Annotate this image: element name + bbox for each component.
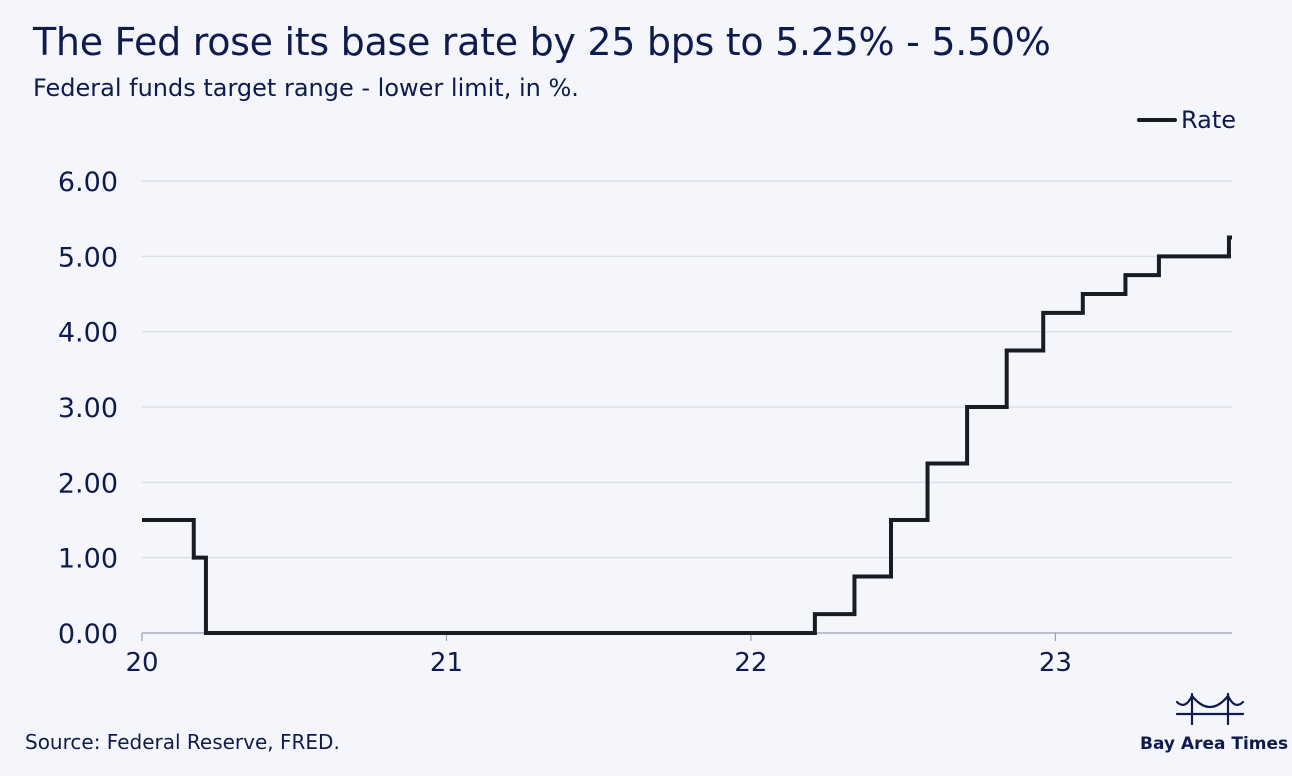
source-note: Source: Federal Reserve, FRED. [25,730,340,754]
legend-label-rate: Rate [1180,106,1236,134]
x-tick-label: 23 [1039,648,1072,678]
y-tick-label: 6.00 [58,167,118,198]
brand-name: Bay Area Times [1140,734,1289,754]
legend-swatch-rate [1136,118,1177,122]
y-tick-label: 3.00 [58,393,118,424]
x-tick-label: 20 [125,648,158,678]
bridge-icon [1175,692,1245,726]
brand-logo: Bay Area Times [1140,690,1289,754]
chart-subtitle: Federal funds target range - lower limit… [33,74,579,102]
y-tick-label: 2.00 [58,468,118,499]
x-tick-label: 22 [734,648,767,678]
y-tick-label: 4.00 [58,318,118,349]
legend: Rate [1136,106,1236,134]
y-tick-label: 0.00 [58,619,118,650]
series-line-rate [142,235,1232,635]
y-tick-label: 5.00 [58,242,118,273]
y-tick-label: 1.00 [58,544,118,575]
x-tick-label: 21 [430,648,463,678]
chart-title: The Fed rose its base rate by 25 bps to … [33,20,1051,64]
